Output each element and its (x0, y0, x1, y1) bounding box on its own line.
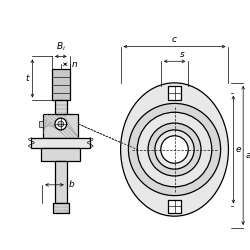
Circle shape (155, 130, 194, 169)
Text: e: e (235, 145, 241, 154)
Circle shape (148, 123, 201, 176)
Text: a: a (245, 151, 250, 160)
Text: t: t (26, 74, 30, 83)
Circle shape (137, 112, 212, 187)
Bar (39, 121, 43, 127)
Text: c: c (172, 34, 177, 43)
Circle shape (161, 136, 188, 163)
Circle shape (58, 121, 64, 127)
Text: b: b (69, 180, 74, 189)
Bar (55, 161, 67, 203)
Circle shape (55, 118, 67, 130)
Bar (53, 204, 69, 213)
Bar (168, 200, 181, 213)
Ellipse shape (120, 83, 228, 216)
Bar (52, 69, 70, 100)
Bar (168, 86, 181, 100)
Bar (55, 100, 67, 114)
Bar (41, 148, 80, 161)
Text: $B_i$: $B_i$ (56, 41, 66, 54)
Circle shape (128, 104, 220, 196)
Bar (32, 138, 90, 147)
Text: s: s (180, 50, 184, 59)
Text: n: n (72, 60, 77, 69)
Bar (43, 114, 78, 138)
